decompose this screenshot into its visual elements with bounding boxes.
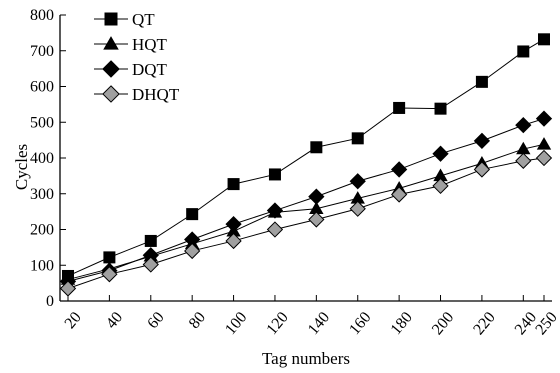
legend-item-dhqt: DHQT	[94, 85, 180, 104]
data-point-dqt	[515, 116, 532, 134]
data-point-dhqt	[515, 152, 532, 169]
data-point-dqt	[535, 110, 553, 127]
data-point-qt	[475, 75, 488, 88]
data-point-dqt	[225, 216, 242, 233]
data-point-qt	[186, 208, 199, 221]
data-point-qt	[434, 102, 447, 115]
x-tick-label: 20	[62, 309, 85, 332]
y-tick-label: 0	[46, 293, 54, 310]
y-tick-label: 800	[30, 7, 54, 24]
x-tick-label: 180	[388, 309, 416, 338]
data-point-dqt	[308, 188, 325, 205]
data-point-dqt	[390, 161, 408, 178]
legend-label-dqt: DQT	[132, 60, 168, 79]
series-dqt	[59, 110, 553, 290]
data-point-dqt	[432, 145, 449, 162]
x-tick-label: 40	[103, 309, 126, 332]
series-line-dhqt	[67, 157, 545, 289]
data-point-qt	[393, 101, 406, 114]
data-point-dhqt	[308, 211, 325, 228]
x-axis-title: Tag numbers	[262, 349, 350, 368]
data-point-dhqt	[142, 256, 159, 273]
data-point-dhqt	[473, 161, 491, 178]
series-dhqt	[59, 149, 553, 297]
legend-marker-qt	[104, 12, 118, 26]
series-line-dqt	[67, 118, 545, 282]
legend-marker-dqt	[102, 60, 120, 78]
series-hqt	[60, 137, 552, 285]
data-point-dhqt	[101, 266, 118, 283]
y-tick-label: 100	[30, 257, 54, 274]
y-tick-label: 500	[30, 114, 54, 131]
data-point-qt	[103, 251, 116, 264]
y-tick-label: 600	[30, 79, 54, 96]
y-axis-title: Cycles	[12, 144, 31, 190]
legend-label-qt: QT	[132, 10, 155, 29]
data-point-qt	[538, 33, 550, 46]
data-point-dhqt	[349, 200, 366, 217]
x-tick-label: 220	[470, 309, 498, 338]
data-point-dhqt	[535, 149, 553, 167]
legend-item-dqt: DQT	[94, 60, 168, 79]
y-tick-label: 700	[30, 43, 54, 60]
legend-marker-hqt	[103, 36, 119, 50]
data-point-dqt	[349, 173, 366, 190]
legend: QT HQT DQT DHQT	[94, 10, 180, 104]
data-point-qt	[351, 132, 364, 145]
x-tick-label: 120	[263, 309, 291, 338]
x-tick-label: 100	[222, 309, 250, 338]
y-tick-label: 300	[30, 186, 54, 203]
y-tick-label: 400	[30, 150, 54, 167]
data-point-dhqt	[266, 221, 284, 238]
data-point-dhqt	[184, 242, 201, 260]
data-point-dqt	[473, 132, 491, 149]
data-point-dhqt	[432, 177, 449, 195]
legend-marker-dhqt	[102, 85, 120, 103]
data-point-qt	[144, 234, 157, 247]
data-point-hqt	[536, 137, 552, 150]
series-layer	[59, 33, 553, 297]
x-tick-label: 140	[305, 309, 333, 338]
data-point-dqt	[266, 202, 284, 219]
x-tick-label: 200	[429, 309, 457, 338]
y-tick-label: 200	[30, 222, 54, 239]
data-point-dhqt	[59, 280, 77, 297]
data-point-dhqt	[390, 186, 408, 203]
x-tick-label: 160	[346, 309, 374, 338]
data-point-qt	[268, 168, 281, 181]
data-point-qt	[310, 141, 323, 154]
data-point-qt	[227, 178, 240, 191]
legend-label-hqt: HQT	[132, 35, 168, 54]
x-tick-label: 60	[144, 309, 167, 332]
x-tick-label: 250	[532, 309, 560, 338]
data-point-qt	[517, 45, 530, 58]
legend-item-qt: QT	[94, 10, 155, 29]
data-point-dhqt	[225, 232, 242, 250]
legend-label-dhqt: DHQT	[132, 85, 180, 104]
x-tick-label: 80	[186, 309, 209, 332]
legend-item-hqt: HQT	[94, 35, 168, 54]
